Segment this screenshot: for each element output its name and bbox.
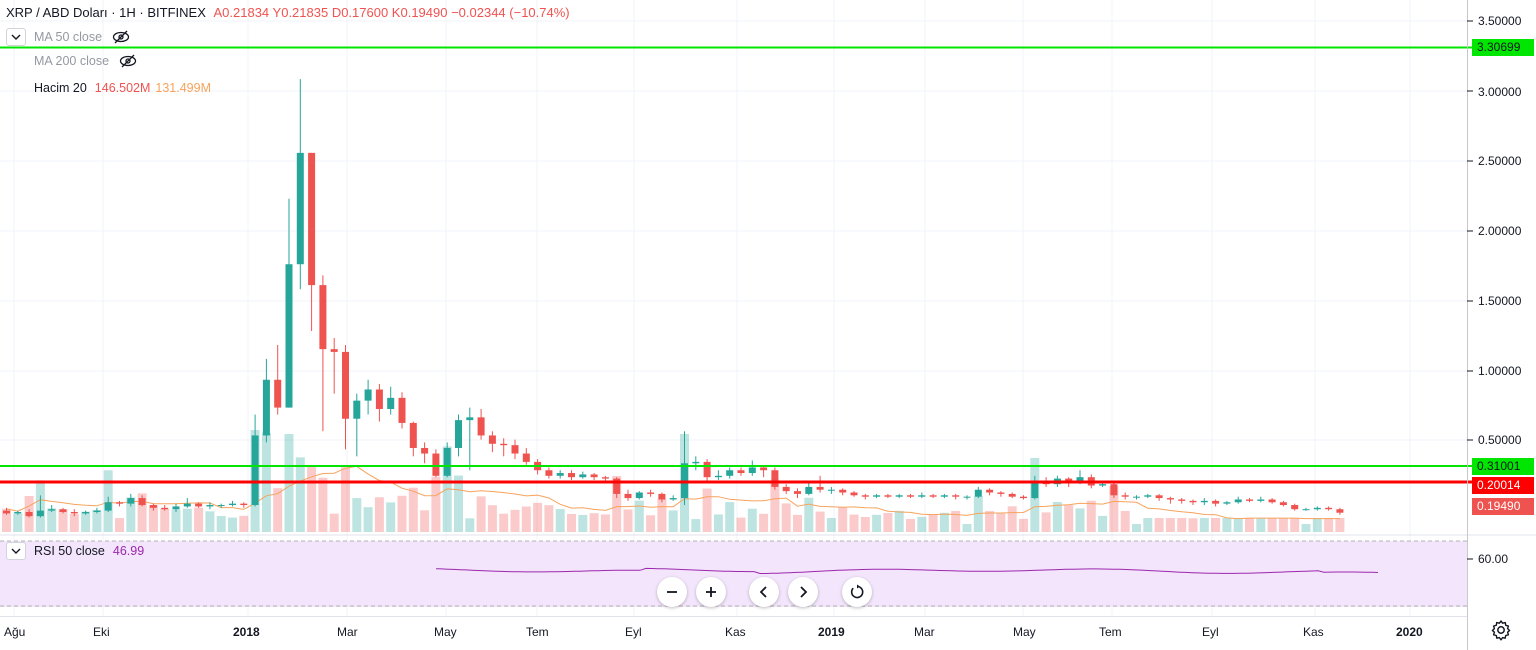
- time-tick: 2020: [1396, 625, 1423, 639]
- last-price-tag: 0.19490: [1472, 498, 1534, 515]
- chevron-left-icon: [759, 586, 767, 598]
- collapse-rsi-button[interactable]: [6, 542, 26, 560]
- chevron-down-icon: [11, 34, 21, 40]
- time-tick: Eyl: [1202, 625, 1219, 639]
- time-tick: Mar: [337, 625, 358, 639]
- rsi-legend[interactable]: RSI 50 close 46.99: [6, 542, 144, 560]
- rsi-pane-background: [0, 541, 1467, 607]
- time-tick: Kas: [1303, 625, 1324, 639]
- grid: [0, 0, 1467, 616]
- ma200-label: MA 200 close: [34, 54, 110, 68]
- time-tick: 2018: [233, 625, 260, 639]
- price-tick: 3.50000: [1478, 14, 1522, 28]
- price-axis-tick-marks: [1467, 20, 1473, 441]
- rsi-tick: 60.00: [1478, 552, 1509, 566]
- time-tick: Tem: [1099, 625, 1122, 639]
- gear-icon[interactable]: [1490, 619, 1512, 641]
- volume-ma-value: 131.499M: [155, 81, 212, 95]
- price-tick: 0.50000: [1478, 433, 1522, 447]
- scroll-right-button[interactable]: [788, 577, 818, 607]
- time-tick: Tem: [526, 625, 549, 639]
- reset-chart-button[interactable]: [842, 577, 872, 607]
- price-tick: 2.50000: [1478, 154, 1522, 168]
- time-tick: Eyl: [625, 625, 642, 639]
- candlesticks: [3, 79, 1344, 518]
- time-tick: Ağu: [4, 625, 26, 639]
- chevron-right-icon: [800, 586, 808, 598]
- volume-value: 146.502M: [94, 81, 151, 95]
- time-tick: Kas: [725, 625, 746, 639]
- volume-label: Hacim 20: [34, 81, 87, 95]
- collapse-legend-button[interactable]: [6, 28, 26, 46]
- price-tick: 1.50000: [1478, 294, 1522, 308]
- eye-off-icon[interactable]: [112, 30, 130, 44]
- ma50-label: MA 50 close: [34, 30, 103, 44]
- scroll-left-button[interactable]: [749, 577, 779, 607]
- resistance-price-tag: 3.30699: [1472, 39, 1534, 56]
- rsi-label: RSI 50 close: [34, 544, 105, 558]
- rsi-value: 46.99: [112, 544, 145, 558]
- time-tick: May: [1013, 625, 1036, 639]
- time-tick: May: [434, 625, 457, 639]
- price-tick: 2.00000: [1478, 224, 1522, 238]
- plus-icon: [706, 587, 716, 597]
- volume-ma-line: [6, 465, 1340, 520]
- symbol-title: XRP / ABD Doları · 1H · BITFINEX: [6, 5, 206, 20]
- minus-icon: [667, 591, 677, 593]
- price-tick: 1.00000: [1478, 364, 1522, 378]
- volume-legend[interactable]: Hacim 20 146.502M 131.499M: [34, 81, 211, 95]
- ohlc-values: A0.21834 Y0.21835 D0.17600 K0.19490 −0.0…: [213, 5, 570, 20]
- zoom-in-button[interactable]: [696, 577, 726, 607]
- support-price-tag: 0.31001: [1472, 458, 1534, 475]
- zoom-out-button[interactable]: [657, 577, 687, 607]
- chevron-down-icon: [11, 548, 21, 554]
- price-tick: 3.00000: [1478, 85, 1522, 99]
- ma200-legend[interactable]: MA 200 close: [34, 54, 137, 68]
- eye-off-icon[interactable]: [119, 54, 137, 68]
- ma50-legend[interactable]: MA 50 close: [6, 28, 130, 46]
- time-tick: Mar: [914, 625, 935, 639]
- symbol-legend[interactable]: XRP / ABD Doları · 1H · BITFINEX A0.2183…: [6, 5, 570, 20]
- red-line-price-tag: 0.20014: [1472, 477, 1534, 494]
- time-tick: Eki: [93, 625, 110, 639]
- rsi-line: [435, 567, 1379, 574]
- reset-icon: [850, 584, 864, 599]
- time-tick: 2019: [818, 625, 845, 639]
